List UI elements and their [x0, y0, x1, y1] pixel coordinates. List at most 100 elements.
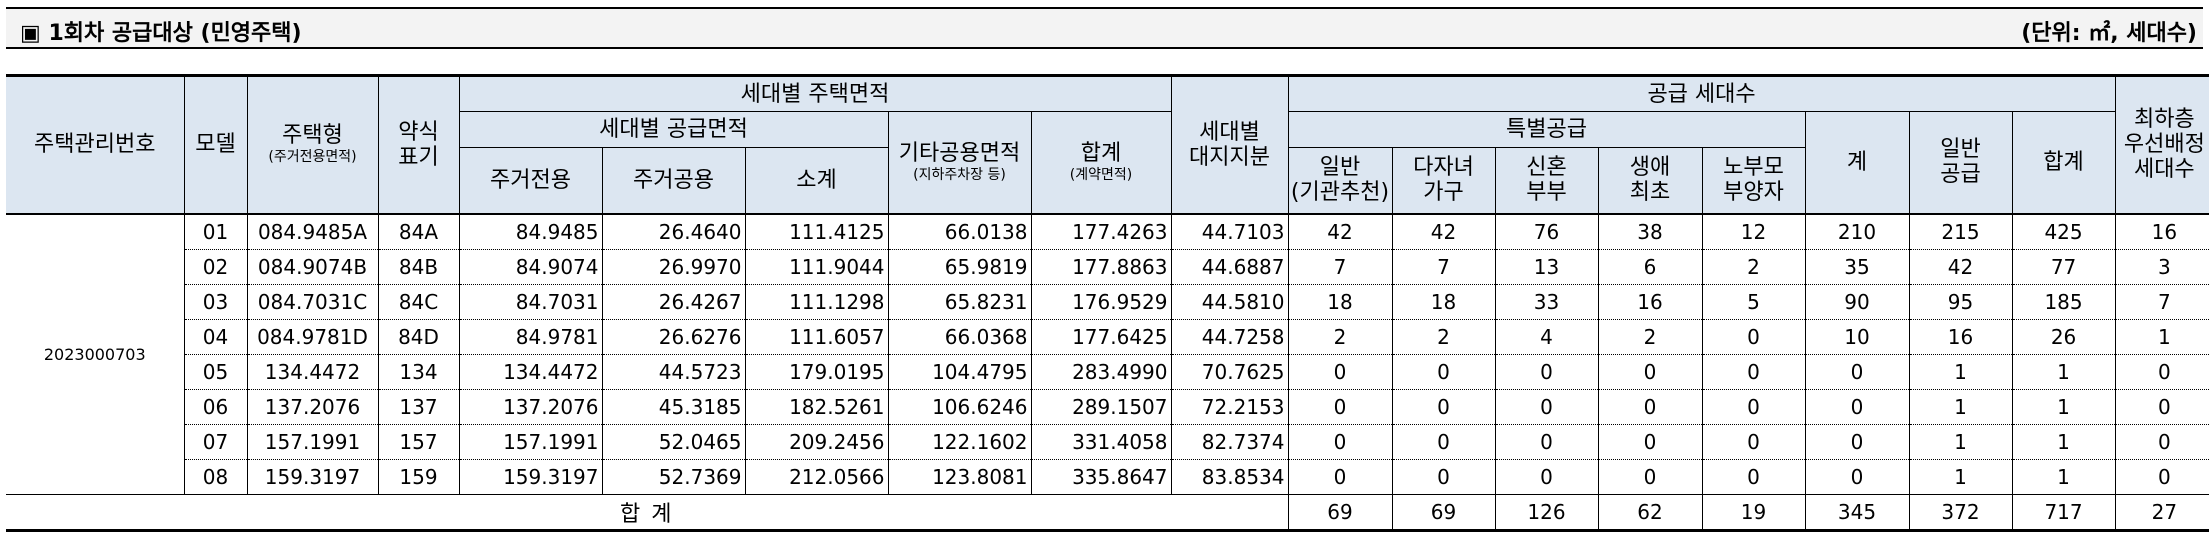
- lowfloor-cell: 0: [2114, 459, 2209, 495]
- table-body: 2023000703 01 084.9485A 84A 84.9485 26.4640 11…: [6, 212, 2209, 532]
- header-house-type: 주택형 (주거전용면적): [246, 74, 379, 214]
- common-area-cell: 26.4267: [601, 284, 746, 320]
- general-supply-cell: 1: [1908, 424, 2013, 460]
- newlywed-cell: 4: [1494, 319, 1599, 355]
- model-cell: 06: [183, 389, 248, 425]
- total-newlywed: 126: [1494, 493, 1599, 532]
- total-area-cell: 177.6425: [1030, 319, 1172, 355]
- header-abbr-line2: 표기: [398, 144, 439, 170]
- house-type-cell: 134.4472: [246, 354, 379, 390]
- header-lowfloor-line3: 세대수: [2133, 157, 2195, 183]
- abbr-cell: 84A: [377, 212, 460, 250]
- header-other-common-label: 기타공용면적: [898, 140, 1021, 166]
- header-elderly-line2: 부양자: [1723, 180, 1784, 206]
- sp-general-cell: 18: [1287, 284, 1393, 320]
- special-total-cell: 0: [1804, 424, 1910, 460]
- lowfloor-cell: 1: [2114, 319, 2209, 355]
- first-time-cell: 0: [1597, 389, 1703, 425]
- header-total-area-sub: (계약면적): [1069, 166, 1133, 183]
- elderly-cell: 0: [1701, 319, 1806, 355]
- newlywed-cell: 0: [1494, 389, 1599, 425]
- common-area-cell: 26.4640: [601, 212, 746, 250]
- header-general-supply: 일반 공급: [1908, 111, 2013, 214]
- header-lowfloor-line2: 우선배정: [2123, 132, 2205, 158]
- special-total-cell: 0: [1804, 354, 1910, 390]
- total-general-supply: 372: [1908, 493, 2013, 532]
- elderly-cell: 0: [1701, 459, 1806, 495]
- table-row: 05 134.4472 134 134.4472 44.5723 179.0195 104.…: [6, 354, 2209, 390]
- total-first-time: 62: [1597, 493, 1703, 532]
- model-cell: 03: [183, 284, 248, 320]
- other-common-cell: 106.6246: [887, 389, 1032, 425]
- special-total-cell: 35: [1804, 249, 1910, 285]
- total-area-cell: 331.4058: [1030, 424, 1172, 460]
- header-grand-total: 합계: [2011, 111, 2116, 214]
- header-newlywed: 신혼 부부: [1494, 147, 1599, 214]
- sp-general-cell: 0: [1287, 389, 1393, 425]
- land-share-cell: 70.7625: [1170, 354, 1289, 390]
- subtotal-area-cell: 212.0566: [744, 459, 889, 495]
- house-type-cell: 084.9781D: [246, 319, 379, 355]
- special-total-cell: 210: [1804, 212, 1910, 250]
- total-special: 345: [1804, 493, 1910, 532]
- house-type-cell: 084.9485A: [246, 212, 379, 250]
- exclusive-area-cell: 157.1991: [458, 424, 603, 460]
- general-supply-cell: 215: [1908, 212, 2013, 250]
- sp-general-cell: 0: [1287, 459, 1393, 495]
- header-total-area-label: 합계: [1080, 140, 1122, 166]
- land-share-cell: 83.8534: [1170, 459, 1289, 495]
- other-common-cell: 66.0368: [887, 319, 1032, 355]
- other-common-cell: 65.8231: [887, 284, 1032, 320]
- common-area-cell: 45.3185: [601, 389, 746, 425]
- elderly-cell: 12: [1701, 212, 1806, 250]
- newlywed-cell: 76: [1494, 212, 1599, 250]
- house-type-cell: 137.2076: [246, 389, 379, 425]
- header-multi-line1: 다자녀: [1413, 155, 1474, 181]
- first-time-cell: 2: [1597, 319, 1703, 355]
- sp-general-cell: 0: [1287, 424, 1393, 460]
- common-area-cell: 52.0465: [601, 424, 746, 460]
- total-grand: 717: [2011, 493, 2116, 532]
- header-abbr: 약식 표기: [377, 74, 460, 214]
- header-supply-group: 공급 세대수: [1287, 74, 2116, 112]
- total-area-cell: 283.4990: [1030, 354, 1172, 390]
- other-common-cell: 122.1602: [887, 424, 1032, 460]
- header-land-line1: 세대별: [1199, 119, 1260, 145]
- header-model: 모델: [183, 74, 248, 214]
- land-share-cell: 44.5810: [1170, 284, 1289, 320]
- table-row: 2023000703 01 084.9485A 84A 84.9485 26.4640 11…: [6, 212, 2209, 495]
- header-special-total: 계: [1804, 111, 1910, 214]
- first-time-cell: 0: [1597, 424, 1703, 460]
- supply-table: 주택관리번호 모델 주택형 (주거전용면적) 약식 표기 세대별 주택면적 세대…: [6, 74, 2209, 532]
- total-multi-child: 69: [1391, 493, 1496, 532]
- total-area-cell: 177.4263: [1030, 212, 1172, 250]
- total-area-cell: 335.8647: [1030, 459, 1172, 495]
- common-area-cell: 26.9970: [601, 249, 746, 285]
- multi-child-cell: 18: [1391, 284, 1496, 320]
- header-general-line2: 공급: [1940, 162, 1981, 188]
- total-area-cell: 177.8863: [1030, 249, 1172, 285]
- header-first-line2: 최초: [1629, 180, 1671, 206]
- table-header: 주택관리번호 모델 주택형 (주거전용면적) 약식 표기 세대별 주택면적 세대…: [6, 74, 2209, 214]
- subtotal-area-cell: 111.6057: [744, 319, 889, 355]
- sp-general-cell: 0: [1287, 354, 1393, 390]
- common-area-cell: 52.7369: [601, 459, 746, 495]
- model-cell: 07: [183, 424, 248, 460]
- lowfloor-cell: 7: [2114, 284, 2209, 320]
- header-sp-general-line1: 일반: [1319, 155, 1361, 181]
- header-land-share: 세대별 대지지분: [1170, 74, 1289, 214]
- subtotal-area-cell: 209.2456: [744, 424, 889, 460]
- exclusive-area-cell: 84.7031: [458, 284, 603, 320]
- total-sp-general: 69: [1287, 493, 1393, 532]
- first-time-cell: 0: [1597, 354, 1703, 390]
- subtotal-area-cell: 111.9044: [744, 249, 889, 285]
- lowfloor-cell: 16: [2114, 212, 2209, 250]
- grand-total-cell: 1: [2011, 389, 2116, 425]
- abbr-cell: 84C: [377, 284, 460, 320]
- newlywed-cell: 33: [1494, 284, 1599, 320]
- model-cell: 02: [183, 249, 248, 285]
- multi-child-cell: 0: [1391, 459, 1496, 495]
- other-common-cell: 104.4795: [887, 354, 1032, 390]
- land-share-cell: 44.7103: [1170, 212, 1289, 250]
- model-cell: 05: [183, 354, 248, 390]
